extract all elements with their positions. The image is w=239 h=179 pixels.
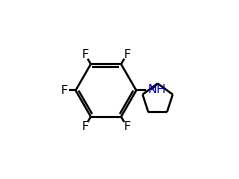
Text: F: F bbox=[81, 48, 89, 61]
Text: F: F bbox=[123, 48, 130, 61]
Text: F: F bbox=[61, 84, 68, 97]
Text: NH: NH bbox=[147, 83, 166, 96]
Text: F: F bbox=[81, 120, 89, 133]
Text: F: F bbox=[123, 120, 130, 133]
